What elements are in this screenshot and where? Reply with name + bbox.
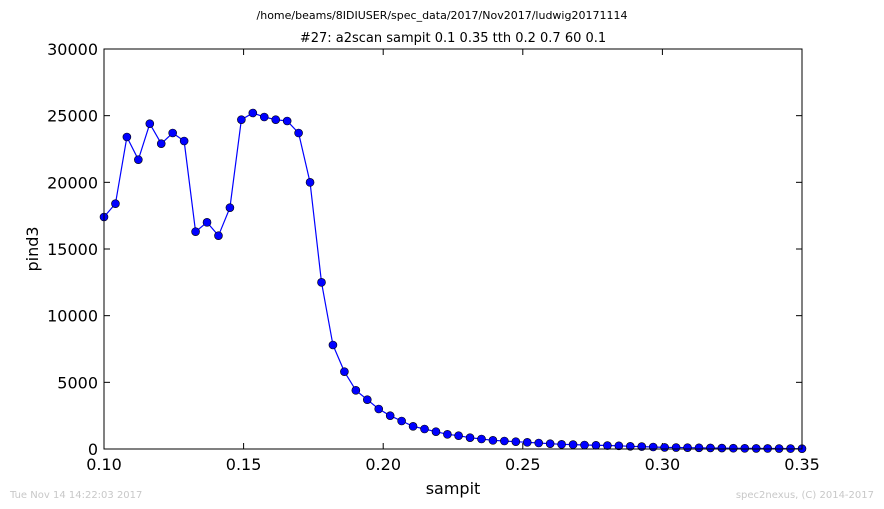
x-tick-label: 0.10 — [86, 455, 122, 474]
data-point — [328, 340, 338, 350]
plot-area — [104, 49, 802, 449]
data-point — [511, 437, 521, 446]
data-point — [477, 434, 486, 444]
data-point — [648, 442, 658, 452]
data-point — [340, 367, 349, 376]
data-point — [591, 440, 601, 450]
data-point — [305, 178, 315, 187]
x-axis-label: sampit — [426, 479, 481, 498]
data-point — [603, 441, 612, 450]
plot-frame — [103, 48, 803, 450]
data-point — [362, 395, 372, 404]
data-point — [625, 442, 635, 451]
data-point — [282, 116, 292, 126]
y-tick-label: 5000 — [57, 373, 98, 392]
data-point — [545, 439, 555, 448]
data-point — [614, 441, 624, 451]
y-axis-label: pind3 — [23, 226, 42, 271]
data-point — [671, 443, 681, 452]
data-point — [259, 112, 269, 122]
data-point — [385, 411, 395, 420]
data-point — [717, 443, 727, 453]
data-point — [202, 218, 212, 227]
y-tick-label: 10000 — [47, 307, 98, 326]
data-point — [580, 440, 589, 450]
y-tick-label: 20000 — [47, 173, 98, 192]
data-point — [488, 436, 498, 445]
footer-timestamp: Tue Nov 14 14:22:03 2017 — [9, 490, 142, 501]
data-point — [271, 115, 281, 124]
data-point — [500, 436, 509, 446]
data-point — [351, 386, 361, 395]
data-point — [156, 139, 166, 148]
data-point — [443, 430, 452, 439]
data-point — [397, 416, 406, 426]
footer-credit: spec2nexus, (C) 2014-2017 — [736, 490, 874, 501]
data-point — [454, 431, 463, 440]
data-point — [729, 443, 738, 453]
y-tick-label: 30000 — [47, 40, 98, 59]
data-point — [431, 427, 441, 436]
data-point — [317, 278, 326, 287]
data-point — [374, 404, 384, 414]
x-tick-label: 0.30 — [645, 455, 681, 474]
data-point — [111, 199, 120, 208]
y-tick-label: 15000 — [47, 240, 98, 259]
data-point — [751, 444, 761, 453]
chart-title: #27: a2scan sampit 0.1 0.35 tth 0.2 0.7 … — [300, 31, 606, 46]
data-point — [660, 443, 669, 452]
data-point — [568, 440, 578, 449]
data-point — [191, 227, 200, 236]
data-point — [694, 443, 704, 453]
x-tick-label: 0.15 — [226, 455, 262, 474]
y-tick-label: 0 — [88, 440, 98, 459]
data-point — [557, 440, 566, 449]
y-tick-label: 25000 — [47, 107, 98, 126]
data-point — [122, 132, 132, 142]
data-point — [248, 108, 258, 118]
data-point — [763, 444, 772, 453]
data-point — [179, 136, 189, 146]
data-point — [214, 231, 223, 240]
data-point — [225, 203, 235, 212]
suptitle: /home/beams/8IDIUSER/spec_data/2017/Nov2… — [257, 9, 628, 22]
data-point — [420, 424, 429, 434]
data-point — [683, 443, 692, 452]
x-tick-label: 0.35 — [784, 455, 820, 474]
data-point — [145, 119, 155, 128]
data-point — [522, 438, 532, 447]
data-point — [706, 443, 715, 453]
data-point — [534, 438, 544, 448]
data-point — [740, 444, 750, 453]
x-tick-label: 0.25 — [505, 455, 541, 474]
data-point — [168, 128, 177, 138]
data-point — [294, 128, 303, 138]
x-axis-ticks: 0.10 0.15 0.20 0.25 0.30 0.35 — [86, 49, 820, 474]
data-point — [465, 433, 475, 442]
data-point — [237, 115, 246, 124]
x-tick-label: 0.20 — [365, 455, 401, 474]
data-point — [408, 422, 418, 431]
data-point — [134, 155, 143, 164]
